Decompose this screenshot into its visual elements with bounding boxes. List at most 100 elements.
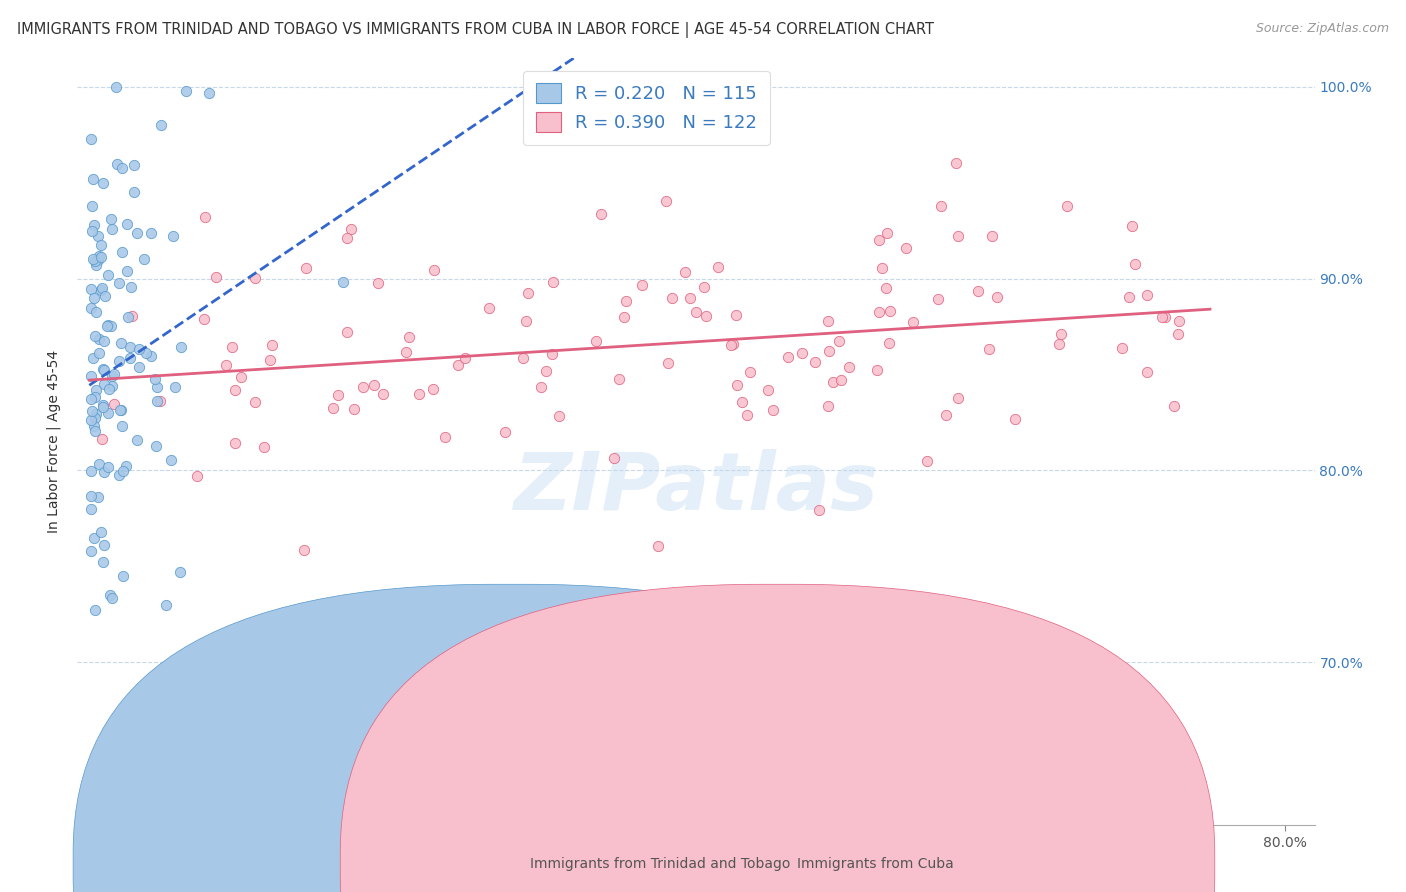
- Point: [967, 285, 990, 299]
- Point: [121, 309, 143, 323]
- Point: [80, 282, 103, 296]
- Y-axis label: In Labor Force | Age 45-54: In Labor Force | Age 45-54: [46, 350, 62, 533]
- Point: [122, 185, 145, 199]
- Point: [125, 434, 148, 448]
- Point: [1123, 257, 1146, 271]
- Point: [128, 360, 150, 375]
- Point: [145, 380, 167, 394]
- Point: [169, 566, 191, 580]
- Point: [90, 238, 112, 252]
- Point: [353, 380, 375, 394]
- Point: [1118, 290, 1140, 304]
- Point: [80, 369, 103, 384]
- Point: [868, 305, 890, 319]
- Point: [98, 588, 121, 602]
- Point: [1136, 288, 1159, 302]
- Point: [512, 351, 534, 365]
- Point: [135, 346, 157, 360]
- Point: [516, 285, 538, 300]
- Point: [87, 332, 110, 346]
- Point: [84, 305, 107, 319]
- Point: [128, 342, 150, 356]
- Point: [818, 343, 841, 358]
- Point: [877, 336, 900, 351]
- Point: [1111, 342, 1133, 356]
- Point: [90, 283, 112, 297]
- Point: [108, 467, 131, 482]
- Point: [87, 346, 110, 360]
- Point: [83, 291, 105, 305]
- Point: [176, 84, 198, 98]
- Point: [661, 291, 683, 305]
- Point: [160, 453, 183, 467]
- Point: [224, 436, 246, 450]
- Point: [614, 294, 637, 309]
- Point: [336, 325, 359, 339]
- Point: [91, 556, 114, 570]
- Point: [262, 338, 284, 352]
- Point: [82, 756, 104, 771]
- Point: [1150, 310, 1173, 325]
- Point: [807, 502, 830, 516]
- Point: [731, 395, 754, 409]
- Point: [454, 351, 477, 366]
- Point: [530, 380, 553, 394]
- Point: [90, 250, 112, 264]
- Point: [695, 310, 717, 324]
- Point: [205, 270, 228, 285]
- Point: [447, 358, 470, 372]
- Point: [343, 402, 366, 417]
- Point: [165, 380, 187, 394]
- Point: [100, 318, 122, 333]
- Point: [110, 335, 132, 350]
- Point: [935, 408, 957, 422]
- Point: [115, 458, 138, 473]
- Legend: R = 0.220   N = 115, R = 0.390   N = 122: R = 0.220 N = 115, R = 0.390 N = 122: [523, 70, 770, 145]
- Point: [120, 351, 142, 365]
- Text: Source: ZipAtlas.com: Source: ZipAtlas.com: [1256, 22, 1389, 36]
- Point: [725, 378, 748, 392]
- Point: [224, 384, 246, 398]
- Point: [91, 398, 114, 412]
- Point: [84, 383, 107, 397]
- Point: [630, 278, 652, 293]
- Point: [929, 199, 952, 213]
- Point: [363, 377, 385, 392]
- Point: [117, 217, 139, 231]
- Point: [693, 280, 716, 294]
- Point: [253, 440, 276, 454]
- Point: [103, 367, 125, 381]
- Point: [84, 411, 107, 425]
- Point: [90, 770, 112, 784]
- Point: [80, 489, 103, 503]
- Point: [101, 591, 124, 606]
- Point: [110, 751, 132, 765]
- Point: [395, 345, 418, 359]
- Point: [149, 118, 172, 132]
- Point: [336, 230, 359, 244]
- Point: [607, 372, 630, 386]
- Point: [1121, 219, 1143, 234]
- Point: [655, 194, 678, 209]
- Point: [894, 241, 917, 255]
- Point: [83, 602, 105, 616]
- Point: [478, 301, 501, 315]
- Text: Immigrants from Cuba: Immigrants from Cuba: [797, 857, 953, 871]
- Point: [198, 86, 221, 100]
- Point: [1047, 337, 1070, 351]
- Point: [90, 524, 112, 539]
- Point: [259, 353, 281, 368]
- Point: [139, 349, 162, 363]
- Point: [105, 156, 128, 170]
- Point: [110, 402, 132, 417]
- Point: [1163, 399, 1185, 413]
- Point: [322, 401, 344, 416]
- Point: [170, 340, 193, 354]
- Point: [103, 397, 125, 411]
- Point: [838, 359, 860, 374]
- Point: [80, 132, 103, 146]
- Point: [1004, 411, 1026, 425]
- Point: [87, 457, 110, 471]
- Point: [101, 378, 124, 392]
- Point: [245, 395, 267, 409]
